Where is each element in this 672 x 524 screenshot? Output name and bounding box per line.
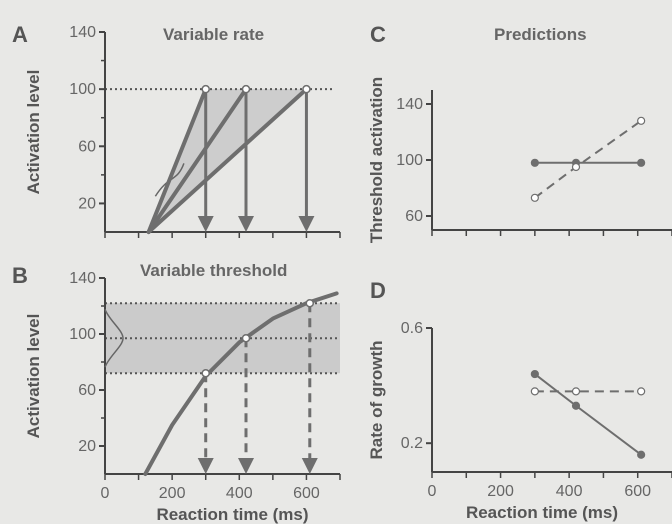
y-tick-label: 0.6 — [401, 320, 423, 337]
filled-data-point — [530, 158, 539, 167]
x-tick-label: 0 — [428, 483, 437, 500]
filled-data-point — [637, 450, 646, 459]
x-tick-label: 400 — [556, 483, 583, 500]
x-tick-label: 600 — [293, 485, 320, 502]
y-tick-label: 100 — [69, 81, 96, 98]
rate-distribution-curve — [154, 163, 185, 197]
threshold-crossing-point — [305, 298, 315, 308]
panel-label-d: D — [370, 278, 386, 303]
dashed-series-line — [534, 119, 642, 199]
accumulator-line — [146, 87, 248, 234]
threshold-crossing-point — [302, 84, 311, 94]
threshold-crossing-point — [201, 368, 210, 378]
response-arrow-head — [301, 458, 318, 474]
open-data-point — [637, 116, 646, 125]
y-tick-label: 20 — [78, 438, 96, 455]
solid-series-line — [534, 373, 642, 456]
response-arrow-head — [197, 216, 214, 232]
x-axis-title: Reaction time (ms) — [156, 505, 308, 524]
open-data-point — [530, 387, 539, 396]
accumulator-line — [146, 87, 208, 234]
y-tick-label: 20 — [78, 195, 96, 212]
filled-data-point — [571, 401, 581, 410]
panel-label-a: A — [12, 22, 28, 47]
response-arrow-head — [238, 458, 254, 474]
threshold-crossing-point — [201, 84, 210, 94]
y-tick-label: 140 — [69, 270, 96, 287]
accumulator-line — [146, 87, 309, 234]
panel-label-b: B — [12, 263, 28, 288]
y-tick-label: 100 — [396, 152, 423, 169]
threshold-crossing-point — [241, 333, 251, 343]
response-arrow-head — [197, 458, 214, 474]
y-axis-title: Threshold activation — [367, 77, 386, 243]
x-tick-label: 400 — [226, 485, 253, 502]
panel-title-c: Predictions — [494, 25, 587, 44]
x-tick-label: 0 — [101, 485, 110, 502]
chart-layer: 20 60 100 140 Activation level 20 60 100 140 0 200… — [24, 24, 672, 524]
response-arrow-head — [298, 216, 315, 232]
y-tick-label: 140 — [396, 96, 423, 113]
x-tick-label: 200 — [159, 485, 186, 502]
x-axis-title: Reaction time (ms) — [466, 503, 618, 522]
y-axis-title: Rate of growth — [367, 341, 386, 460]
y-axis-title: Activation level — [24, 70, 43, 195]
open-data-point — [571, 387, 581, 396]
panel-label-c: C — [370, 22, 386, 47]
open-data-point — [637, 387, 646, 396]
open-data-point — [530, 193, 539, 202]
y-tick-label: 100 — [69, 326, 96, 343]
response-arrow-head — [238, 216, 254, 232]
y-tick-label: 60 — [405, 208, 423, 225]
y-tick-label: 60 — [78, 382, 96, 399]
panel-title-a: Variable rate — [163, 25, 264, 44]
filled-data-point — [530, 369, 539, 379]
threshold-crossing-point — [241, 84, 251, 94]
y-axis-title: Activation level — [24, 314, 43, 439]
x-tick-label: 600 — [624, 483, 651, 500]
y-tick-label: 140 — [69, 24, 96, 41]
open-data-point — [571, 162, 581, 172]
x-tick-label: 200 — [487, 483, 514, 500]
y-tick-label: 0.2 — [401, 435, 423, 452]
threshold-distribution-curve — [104, 308, 124, 368]
y-tick-label: 60 — [78, 138, 96, 155]
filled-data-point — [637, 158, 646, 167]
panel-title-b: Variable threshold — [140, 261, 287, 280]
